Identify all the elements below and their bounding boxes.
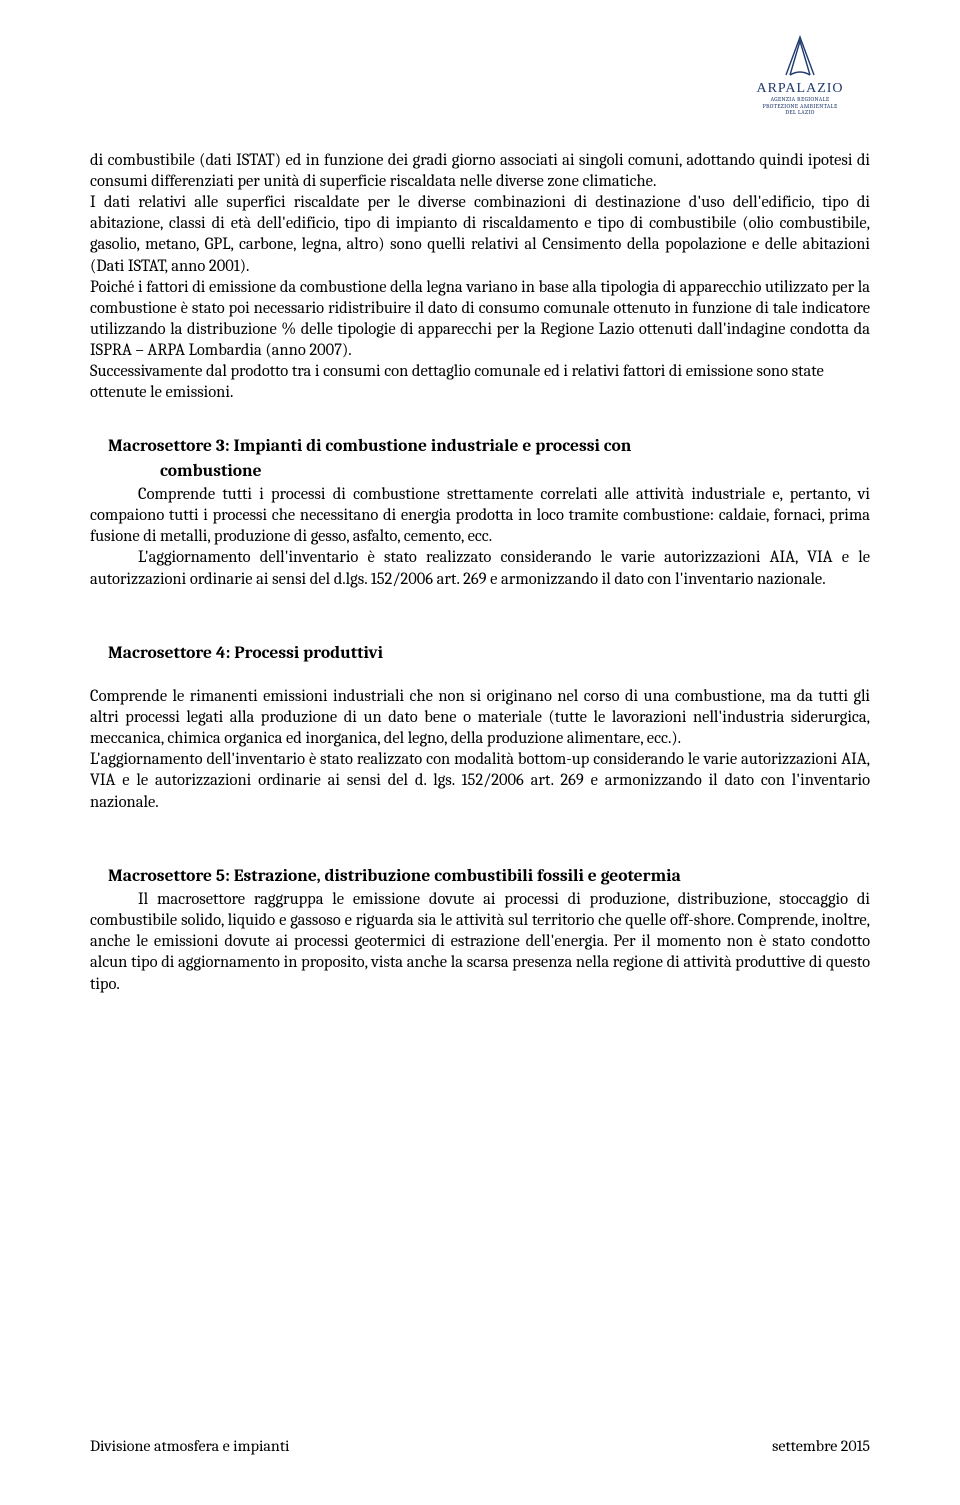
footer-left: Divisione atmosfera e impianti [90,1437,289,1455]
paragraph-intro-1: di combustibile (dati ISTAT) ed in funzi… [90,150,870,192]
heading-macrosettore-5: Macrosettore 5: Estrazione, distribuzion… [90,865,870,887]
heading-macrosettore-3-line2: combustione [90,460,870,482]
paragraph-intro-4: Successivamente dal prodotto tra i consu… [90,361,870,403]
paragraph-m5-1: Il macrosettore raggruppa le emissione d… [90,889,870,995]
paragraph-m3-1: Comprende tutti i processi di combustion… [90,484,870,547]
header-logo: ARPALAZIO AGENZIA REGIONALE PROTEZIONE A… [730,35,870,117]
page-footer: Divisione atmosfera e impianti settembre… [90,1437,870,1455]
paragraph-intro-3: Poiché i fattori di emissione da combust… [90,277,870,361]
paragraph-m4-1: Comprende le rimanenti emissioni industr… [90,686,870,749]
arpalazio-logo-icon [776,35,824,79]
footer-right: settembre 2015 [772,1437,870,1455]
logo-name: ARPALAZIO [730,81,870,97]
paragraph-m4-2: L'aggiornamento dell'inventario è stato … [90,749,870,812]
heading-macrosettore-3-line1: Macrosettore 3: Impianti di combustione … [90,435,870,457]
paragraph-intro-2: I dati relativi alle superfici riscaldat… [90,192,870,276]
heading-macrosettore-4: Macrosettore 4: Processi produttivi [90,642,870,664]
logo-subtitle-3: DEL LAZIO [730,110,870,117]
paragraph-m3-2: L'aggiornamento dell'inventario è stato … [90,547,870,589]
document-body: di combustibile (dati ISTAT) ed in funzi… [90,60,870,995]
